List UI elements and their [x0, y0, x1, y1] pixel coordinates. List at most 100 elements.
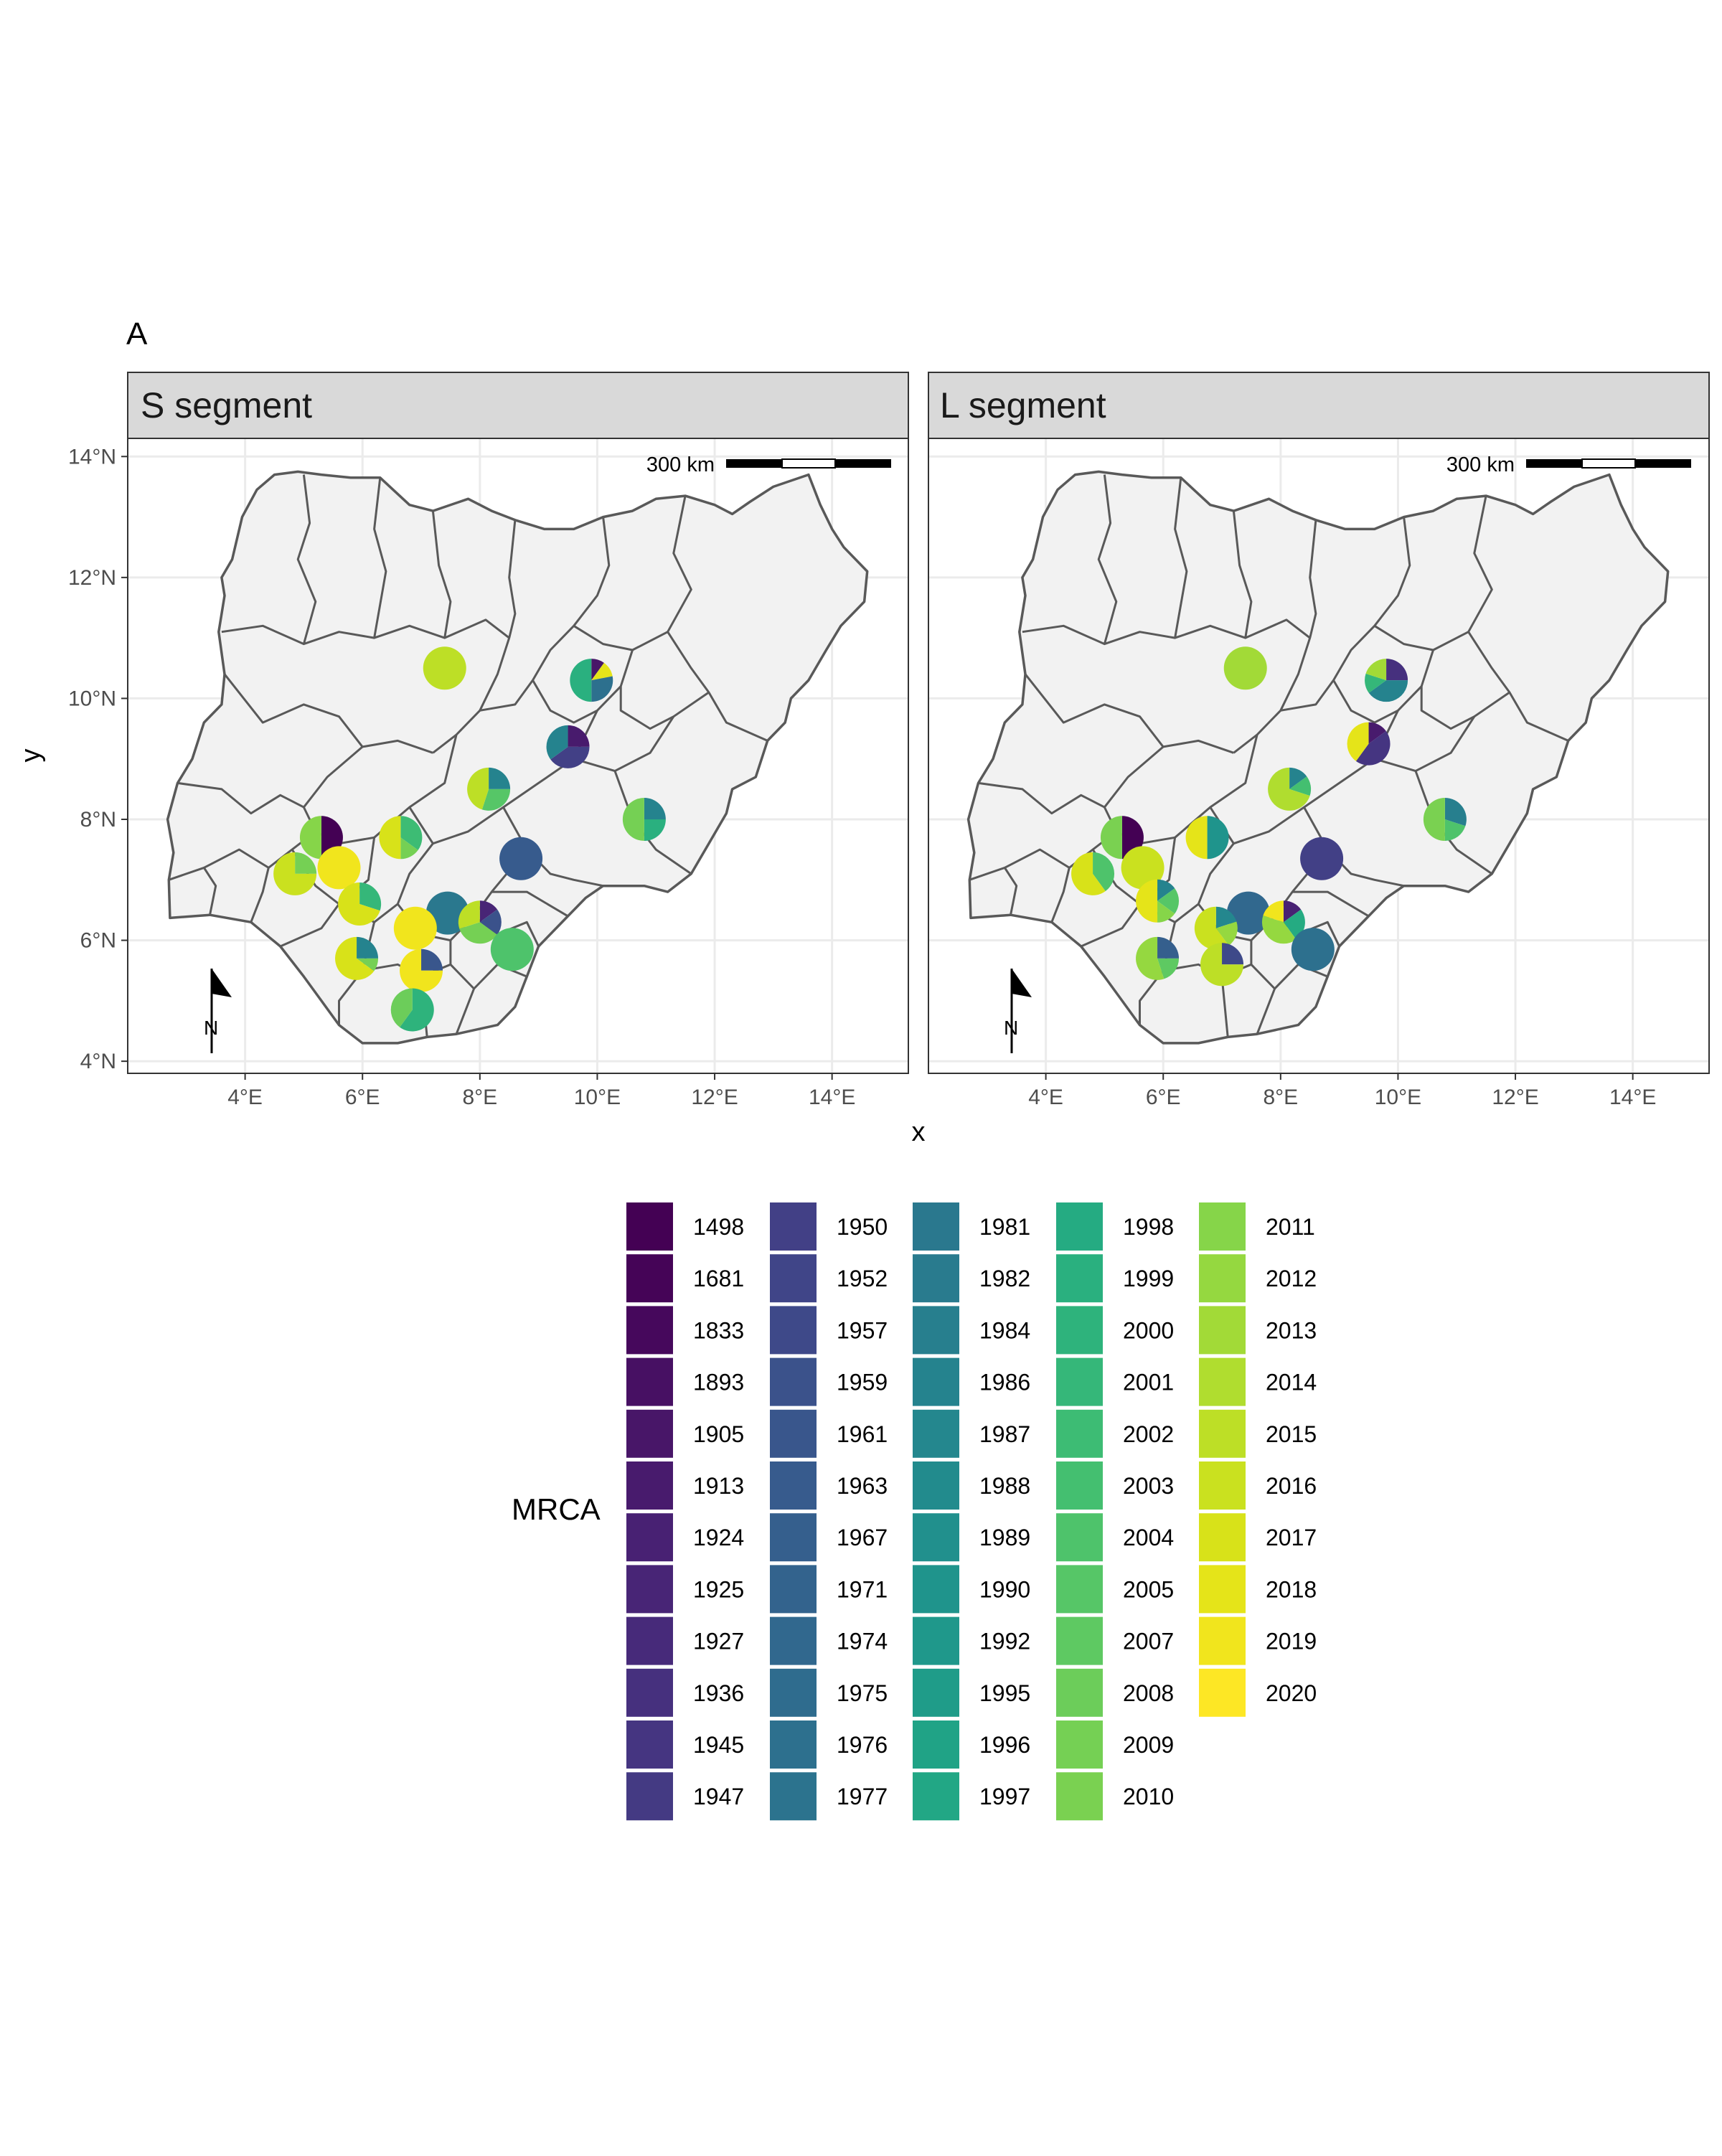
pie-slice: [379, 816, 401, 860]
pie-slice: [1365, 673, 1387, 693]
legend-key: [913, 1306, 959, 1355]
legend-key: [626, 1409, 673, 1458]
legend-key: [770, 1306, 817, 1355]
legend-label: 1498: [693, 1214, 744, 1240]
pie-slice: [1194, 906, 1229, 950]
legend-key: [626, 1565, 673, 1614]
pie-slice: [1263, 900, 1284, 923]
state-border: [1467, 495, 1569, 742]
pie-marker: [335, 936, 379, 980]
pie-slice: [1289, 767, 1307, 789]
state-border: [1004, 867, 1018, 915]
pie-slice: [550, 746, 590, 768]
pie-slice: [273, 852, 317, 895]
state-border: [1050, 867, 1071, 923]
legend-label: 1913: [693, 1473, 744, 1499]
legend-key: [1199, 1306, 1246, 1355]
pie-slice: [458, 900, 480, 929]
pie-slice: [1365, 659, 1387, 681]
legend-key: [1199, 1202, 1246, 1251]
pie-slice: [338, 882, 380, 926]
north-arrow-label: N: [204, 1017, 218, 1039]
legend-label: 2018: [1266, 1576, 1317, 1602]
pie-slice: [479, 900, 498, 923]
x-tick-label: 6°E: [1146, 1086, 1181, 1109]
scale-bar-segment: [1581, 458, 1636, 469]
legend-label: 2010: [1123, 1784, 1174, 1809]
pie-slice: [1157, 900, 1175, 923]
legend-key: [913, 1357, 959, 1406]
state-border: [250, 867, 270, 923]
panel-l-segment: L segment 300 km N 4°E 6°E 8°E 10°E 12°E 14°E: [928, 372, 1710, 1109]
x-axis-title: x: [912, 1117, 926, 1147]
panel-frame: [928, 438, 1710, 1074]
y-axis: 14°N 12°N 10°N 8°N 6°N 4°N: [68, 445, 128, 1073]
pie-slice: [400, 948, 443, 992]
legend-label: 2011: [1266, 1214, 1315, 1240]
legend-key: [770, 1357, 817, 1406]
pie-slice: [1157, 888, 1180, 914]
state-border: [573, 625, 669, 651]
pie-slice: [1347, 722, 1369, 761]
legend-key: [770, 1668, 817, 1717]
legend-label: 1974: [837, 1629, 888, 1654]
x-axis: 4°E 6°E 8°E 10°E 12°E 14°E: [1028, 1073, 1656, 1109]
pie-slice: [1071, 852, 1106, 895]
legend-label: 1950: [837, 1214, 888, 1240]
pie-marker: [400, 948, 443, 992]
pie-slice: [299, 816, 321, 860]
pie-slice: [644, 798, 666, 819]
legend-label: 1976: [837, 1732, 888, 1758]
legend-key: [1056, 1565, 1103, 1614]
pie-marker: [1136, 879, 1180, 923]
x-tick-label: 12°E: [691, 1086, 738, 1109]
legend-label: 1995: [979, 1680, 1030, 1706]
legend-label: 1924: [693, 1525, 744, 1550]
legend-key: [626, 1357, 673, 1406]
legend-key: [770, 1772, 817, 1821]
state-border: [502, 806, 603, 888]
scale-bar-label: 300 km: [646, 453, 715, 476]
state-border: [431, 510, 452, 639]
pie-slice: [335, 936, 375, 980]
x-tick-label: 12°E: [1492, 1086, 1538, 1109]
legend-key: [1199, 1254, 1246, 1303]
legend-label: 1967: [837, 1525, 888, 1550]
scale-bar-segment: [1526, 459, 1582, 468]
x-tick-label: 8°E: [1263, 1086, 1298, 1109]
legend-label: 2005: [1123, 1576, 1174, 1602]
pie-slice: [1223, 646, 1267, 690]
legend: MRCA 1498 1681 1833 1893 1905 1913 1924 1925 192…: [512, 1202, 1317, 1821]
legend-label: 1927: [693, 1629, 744, 1654]
state-border: [1232, 510, 1253, 639]
pie-marker: [499, 837, 543, 880]
legend-label: 1925: [693, 1576, 744, 1602]
pie-slice: [499, 837, 543, 880]
pie-marker: [317, 846, 361, 890]
legend-key: [626, 1720, 673, 1769]
x-tick-label: 6°E: [345, 1086, 380, 1109]
north-arrow-flag: [1012, 969, 1032, 997]
legend-key: [1199, 1461, 1246, 1510]
pie-marker: [1347, 722, 1391, 766]
legend-title: MRCA: [512, 1492, 601, 1526]
legend-label: 1905: [693, 1421, 744, 1447]
state-border: [296, 474, 317, 645]
legend-label: 1986: [979, 1370, 1030, 1395]
state-border: [978, 745, 1165, 815]
pie-slice: [1157, 936, 1180, 959]
legend-label: 1992: [979, 1629, 1030, 1654]
pie-marker: [1300, 837, 1344, 880]
pie-marker: [425, 891, 469, 935]
state-border: [532, 649, 634, 724]
pie-marker: [458, 900, 502, 944]
legend-key: [1056, 1306, 1103, 1355]
legend-label: 1963: [837, 1473, 888, 1499]
pie-slice: [489, 767, 511, 789]
pie-slice: [570, 659, 592, 702]
legend-label: 2020: [1266, 1680, 1317, 1706]
legend-key: [1199, 1565, 1246, 1614]
pie-marker: [1121, 846, 1165, 890]
legend-label: 1999: [1123, 1266, 1174, 1291]
